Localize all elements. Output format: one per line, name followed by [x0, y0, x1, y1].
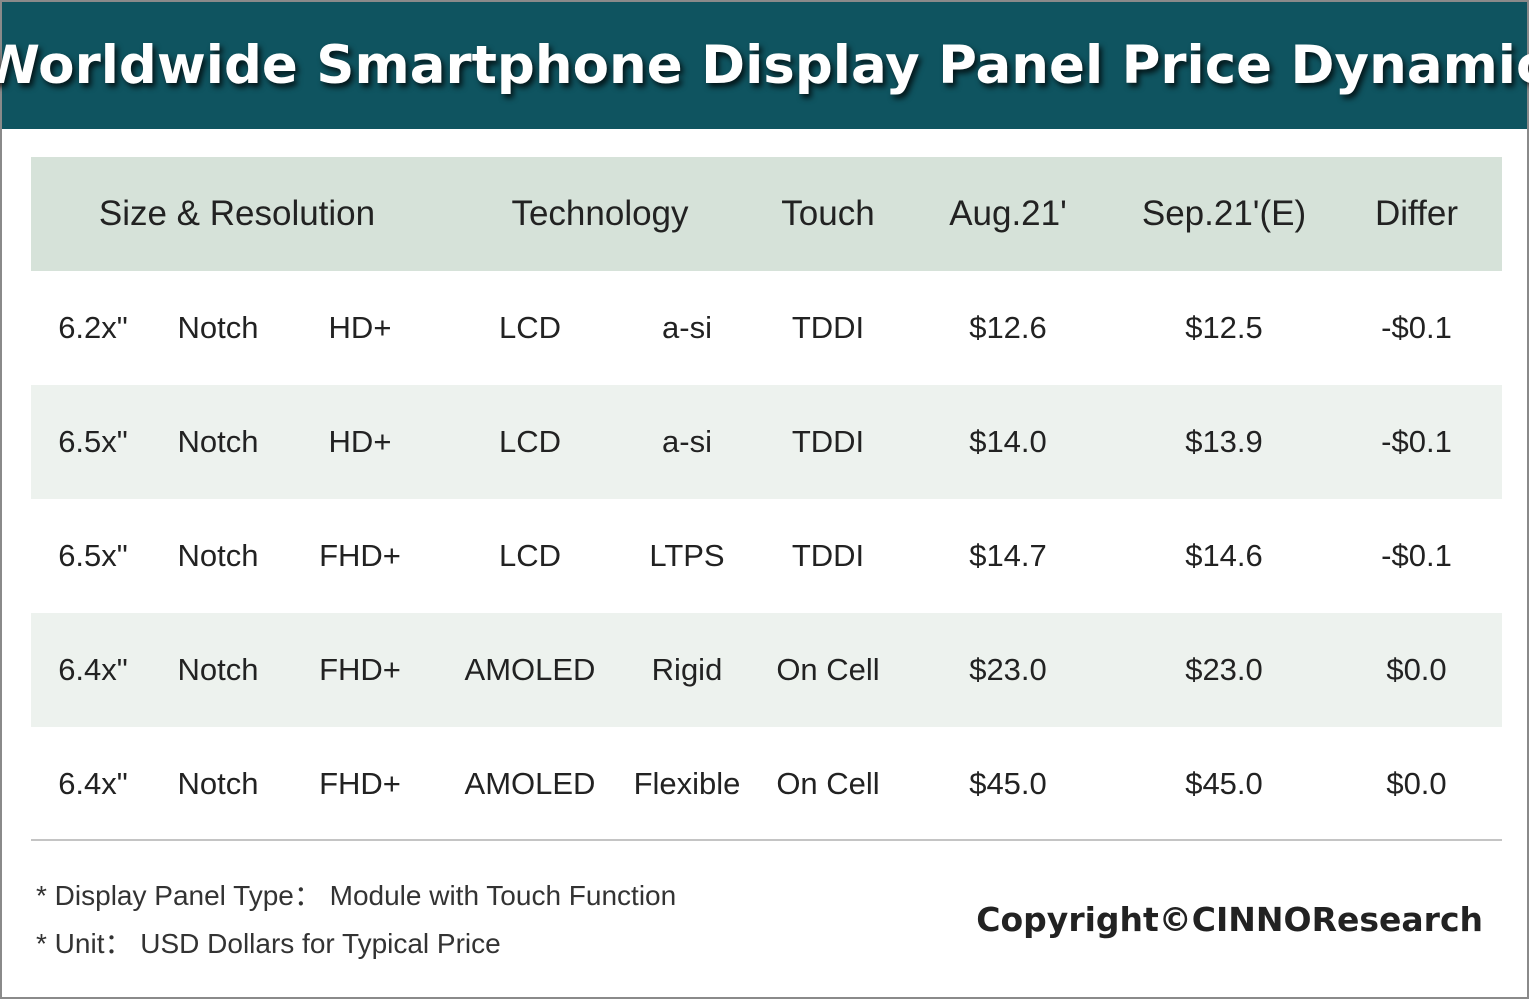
cell-resolution: HD+	[328, 310, 392, 345]
cell-touch: TDDI	[791, 310, 865, 345]
cell-size: 6.5x"	[58, 424, 128, 459]
cell-backplane: Rigid	[651, 652, 723, 687]
copyright-label: Copyright©CINNOResearch	[976, 900, 1483, 939]
cell-touch: On Cell	[776, 652, 880, 687]
cell-form: Notch	[177, 310, 259, 345]
title-bar: Worldwide Smartphone Display Panel Price…	[0, 2, 1529, 129]
chart-title: Worldwide Smartphone Display Panel Price…	[0, 35, 1529, 96]
cell-differ: -$0.1	[1381, 538, 1452, 573]
cell-sep-price: $14.6	[1185, 538, 1263, 573]
cell-touch: TDDI	[791, 538, 865, 573]
footnotes: * Display Panel Type： Module with Touch …	[36, 872, 676, 968]
table-row: 6.4x" Notch FHD+ AMOLED Rigid On Cell $23.0 $23…	[31, 613, 1502, 727]
cell-aug-price: $23.0	[969, 652, 1047, 687]
table-row: 6.4x" Notch FHD+ AMOLED Flexible On Cell $45.0…	[31, 727, 1502, 841]
cell-backplane: a-si	[662, 310, 712, 345]
table-row: 6.2x" Notch HD+ LCD a-si TDDI $12.6 $12.5 -$0.1	[31, 271, 1502, 385]
footnote-unit: * Unit： USD Dollars for Typical Price	[36, 928, 501, 959]
cell-technology: LCD	[498, 310, 561, 345]
cell-form: Notch	[177, 538, 259, 573]
cell-technology: AMOLED	[464, 652, 596, 687]
cell-sep-price: $13.9	[1185, 424, 1263, 459]
cell-form: Notch	[177, 766, 259, 801]
cell-touch: On Cell	[776, 766, 880, 801]
cell-resolution: FHD+	[319, 766, 401, 801]
cell-form: Notch	[177, 652, 259, 687]
header-differ: Differ	[1375, 194, 1458, 233]
cell-sep-price: $45.0	[1185, 766, 1263, 801]
table-header-row: Size & Resolution Technology Touch Aug.2…	[31, 157, 1502, 271]
cell-aug-price: $45.0	[969, 766, 1047, 801]
cell-technology: AMOLED	[464, 766, 596, 801]
cell-aug-price: $14.0	[969, 424, 1047, 459]
cell-sep-price: $23.0	[1185, 652, 1263, 687]
price-table: Size & Resolution Technology Touch Aug.2…	[31, 157, 1502, 841]
table-body: 6.2x" Notch HD+ LCD a-si TDDI $12.6 $12.5 -$0.1 6…	[31, 271, 1502, 841]
cell-differ: -$0.1	[1381, 424, 1452, 459]
cell-size: 6.5x"	[58, 538, 128, 573]
header-size-resolution: Size & Resolution	[98, 194, 376, 233]
cell-sep-price: $12.5	[1185, 310, 1263, 345]
cell-differ: -$0.1	[1381, 310, 1452, 345]
cell-aug-price: $14.7	[969, 538, 1047, 573]
cell-size: 6.4x"	[58, 766, 128, 801]
cell-backplane: Flexible	[633, 766, 741, 801]
cell-differ: $0.0	[1386, 652, 1447, 687]
cell-form: Notch	[177, 424, 259, 459]
cell-size: 6.2x"	[58, 310, 128, 345]
header-sep: Sep.21'(E)	[1141, 194, 1307, 233]
cell-differ: $0.0	[1386, 766, 1447, 801]
footer-divider	[31, 839, 1502, 841]
cell-size: 6.4x"	[58, 652, 128, 687]
table-row: 6.5x" Notch HD+ LCD a-si TDDI $14.0 $13.9 -$0.1	[31, 385, 1502, 499]
cell-backplane: a-si	[662, 424, 712, 459]
footnote-panel-type: * Display Panel Type： Module with Touch …	[36, 880, 677, 911]
header-aug: Aug.21'	[949, 194, 1067, 233]
table-row: 6.5x" Notch FHD+ LCD LTPS TDDI $14.7 $14.6 -$0.1	[31, 499, 1502, 613]
cell-touch: TDDI	[791, 424, 865, 459]
cell-technology: LCD	[498, 424, 561, 459]
header-technology: Technology	[511, 194, 689, 233]
cell-aug-price: $12.6	[969, 310, 1047, 345]
cell-resolution: FHD+	[319, 538, 401, 573]
header-touch: Touch	[781, 194, 875, 233]
cell-backplane: LTPS	[649, 538, 725, 573]
cell-resolution: FHD+	[319, 652, 401, 687]
cell-resolution: HD+	[328, 424, 392, 459]
cell-technology: LCD	[498, 538, 561, 573]
